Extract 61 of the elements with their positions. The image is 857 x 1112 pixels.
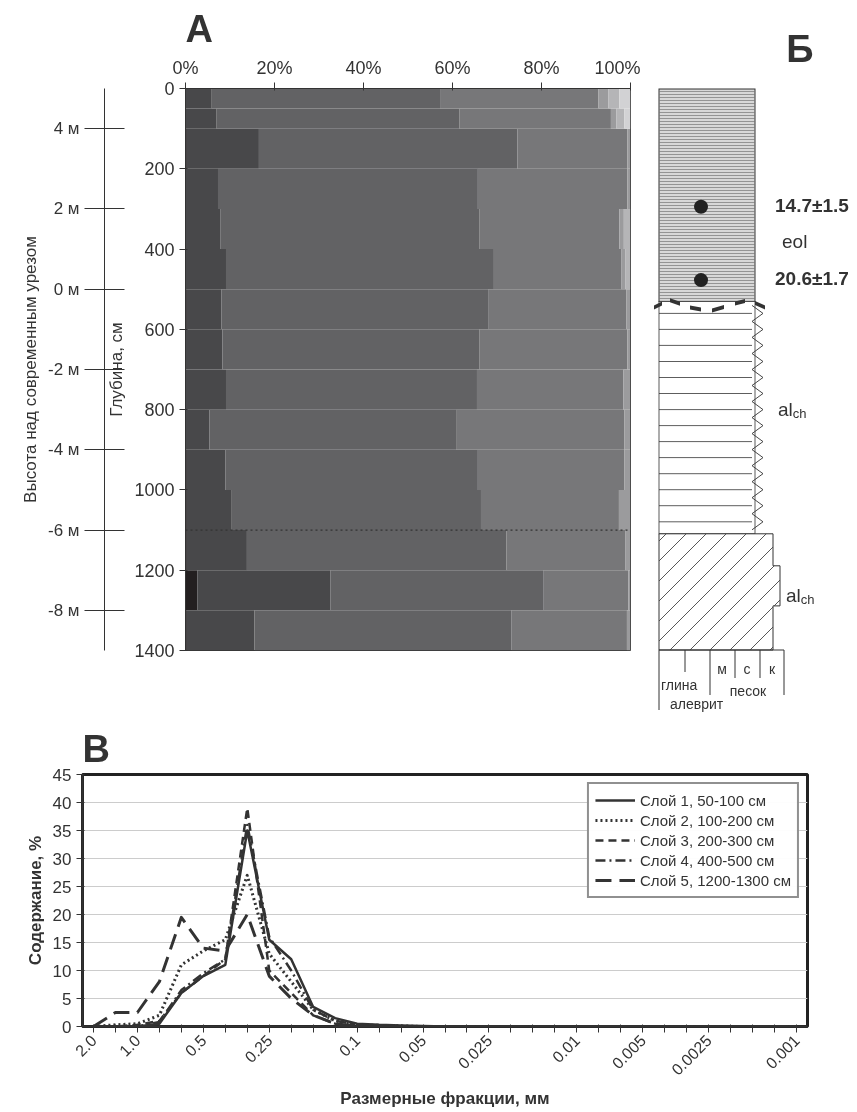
y-tick-label: 800 bbox=[144, 400, 175, 421]
x-tick-label: 0.25 bbox=[241, 1031, 276, 1066]
y-tick-label: 30 bbox=[52, 849, 72, 869]
y-tick-label: 45 bbox=[52, 765, 72, 785]
legend-label: Слой 4, 400-500 см bbox=[639, 851, 775, 869]
y-tick-label: 10 bbox=[52, 961, 72, 981]
x-tick-label: 40% bbox=[345, 57, 382, 78]
x-tick-label: 20% bbox=[256, 57, 293, 78]
text: алеврит bbox=[670, 695, 724, 712]
y2-tick-label: -6 м bbox=[47, 520, 80, 540]
text: Б bbox=[786, 28, 814, 70]
y-tick-label: 40 bbox=[52, 793, 72, 813]
y2-tick-label: 0 м bbox=[53, 279, 80, 299]
y2-axis-title: Высота над современным урезом bbox=[20, 236, 40, 503]
y-tick-label: 0 bbox=[164, 79, 175, 99]
y-tick-label: 1200 bbox=[134, 560, 175, 581]
legend-label: Слой 1, 50-100 см bbox=[639, 791, 766, 809]
x-tick-label: 100% bbox=[594, 57, 641, 78]
y2-tick-label: 4 м bbox=[53, 119, 80, 139]
y-axis-title: Содержание, % bbox=[25, 835, 45, 966]
legend-label: Слой 2, 100-200 см bbox=[639, 811, 775, 829]
y2-tick-label: -2 м bbox=[47, 360, 80, 379]
y-tick-label: 25 bbox=[52, 877, 72, 897]
y-axis-title: Глубина, см bbox=[107, 322, 127, 417]
x-tick-label: 0.05 bbox=[395, 1031, 430, 1066]
y2-tick-label: -4 м bbox=[47, 440, 80, 460]
text: с bbox=[743, 660, 751, 677]
x-axis-title: Размерные фракции, мм bbox=[340, 1088, 550, 1108]
text: 14.7±1.5 bbox=[775, 194, 850, 216]
y-tick-label: 0 bbox=[62, 1017, 72, 1037]
y-tick-label: 35 bbox=[52, 821, 72, 841]
text: песок bbox=[729, 682, 768, 699]
x-tick-label: 60% bbox=[434, 57, 471, 78]
text: al$_{ch}$ bbox=[786, 584, 815, 608]
x-tick-label: 2.0 bbox=[72, 1031, 100, 1060]
x-tick-label: 0.01 bbox=[549, 1031, 584, 1066]
text: м bbox=[717, 660, 727, 677]
text: к bbox=[768, 660, 776, 677]
x-tick-label: 0.5 bbox=[181, 1031, 210, 1060]
y-tick-label: 1400 bbox=[134, 641, 175, 661]
legend-label: Слой 3, 200-300 см bbox=[639, 831, 775, 849]
chart-title: А bbox=[185, 7, 213, 50]
chart-title: В bbox=[82, 727, 110, 770]
y-tick-label: 5 bbox=[62, 989, 72, 1009]
x-tick-label: 80% bbox=[523, 57, 560, 78]
x-tick-label: 0% bbox=[172, 57, 199, 78]
legend-label: Слой 5, 1200-1300 см bbox=[639, 871, 791, 889]
y-tick-label: 600 bbox=[144, 319, 175, 340]
x-tick-label: 1.0 bbox=[116, 1031, 144, 1060]
text: 20.6±1.7 bbox=[775, 268, 849, 290]
text: глина bbox=[661, 676, 698, 693]
y-tick-label: 15 bbox=[52, 933, 72, 953]
text: eol bbox=[782, 230, 808, 252]
y2-tick-label: -8 м bbox=[47, 600, 80, 620]
y2-tick-label: 2 м bbox=[53, 199, 80, 219]
text: al$_{ch}$ bbox=[778, 399, 807, 422]
x-tick-label: 0.1 bbox=[335, 1031, 364, 1060]
y-tick-label: 1000 bbox=[134, 480, 175, 501]
y-tick-label: 400 bbox=[144, 239, 175, 260]
y-tick-label: 20 bbox=[52, 905, 72, 925]
y-tick-label: 200 bbox=[144, 159, 175, 180]
